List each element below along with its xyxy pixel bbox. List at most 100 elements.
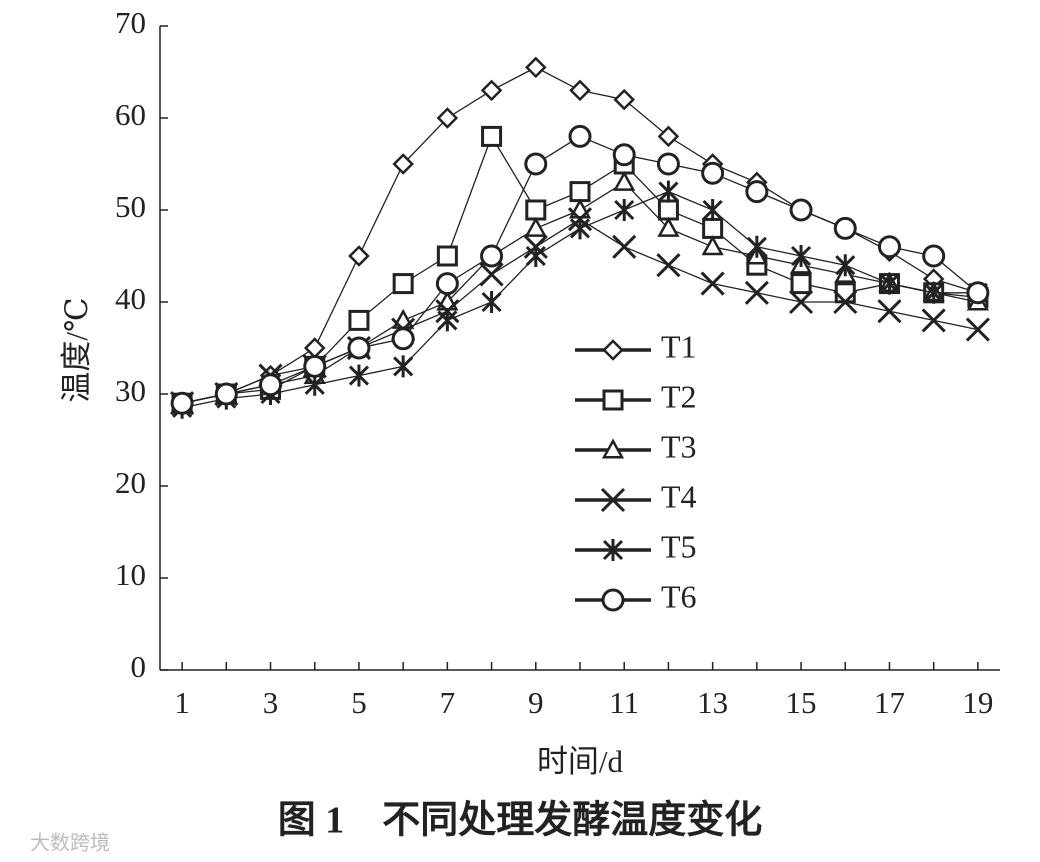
point: [612, 234, 637, 259]
point: [480, 244, 504, 268]
x-tick-label: 3: [263, 685, 279, 720]
point: [835, 254, 856, 277]
legend-label: T2: [661, 378, 697, 414]
legend-marker-stroke: [602, 539, 624, 561]
point: [348, 364, 370, 387]
legend-label: T4: [661, 478, 697, 514]
point: [833, 289, 858, 315]
point: [569, 217, 591, 240]
point: [348, 309, 370, 331]
point: [702, 199, 723, 221]
legend-label: T3: [661, 428, 697, 464]
x-tick-label: 17: [874, 685, 905, 720]
legend-marker: [601, 588, 625, 612]
point: [700, 271, 725, 296]
point: [744, 280, 769, 305]
point: [524, 216, 547, 237]
point: [569, 79, 591, 102]
point-stroke: [348, 364, 370, 387]
point: [481, 125, 503, 147]
point: [656, 152, 680, 176]
y-tick-label: 30: [115, 373, 146, 408]
point: [658, 180, 679, 203]
point-stroke: [788, 289, 814, 315]
point-stroke: [525, 245, 546, 267]
legend-label: T1: [661, 328, 697, 364]
point: [701, 235, 724, 256]
point: [877, 235, 901, 259]
point-stroke: [923, 281, 944, 304]
y-tick-label: 70: [115, 5, 146, 40]
point: [966, 281, 990, 305]
legend-label: T5: [661, 528, 697, 564]
legend-marker: [602, 389, 624, 411]
legend-marker: [602, 539, 624, 561]
legend-marker: [600, 487, 626, 513]
point: [479, 262, 504, 287]
point-stroke: [658, 180, 679, 203]
point: [745, 180, 769, 204]
point-stroke: [702, 199, 723, 221]
point: [525, 199, 547, 221]
point-stroke: [833, 289, 858, 315]
series-line: [181, 218, 979, 404]
point: [921, 308, 946, 333]
point: [437, 309, 458, 332]
point: [657, 125, 680, 148]
point: [657, 216, 680, 237]
point-stroke: [879, 272, 900, 295]
legend-marker-stroke: [600, 487, 626, 513]
x-tick-label: 13: [697, 685, 728, 720]
point-stroke: [569, 217, 591, 240]
x-tick-label: 5: [351, 685, 367, 720]
point: [614, 199, 635, 221]
point: [790, 273, 812, 295]
point-stroke: [614, 199, 635, 221]
point: [347, 336, 371, 360]
point: [525, 56, 547, 79]
point: [348, 245, 370, 267]
point: [568, 124, 592, 148]
point: [879, 272, 900, 295]
point-stroke: [744, 280, 769, 305]
point: [788, 289, 814, 315]
point: [965, 317, 990, 342]
y-tick-label: 60: [115, 97, 146, 132]
x-axis-label: 时间/d: [537, 744, 624, 779]
point-stroke: [700, 271, 725, 296]
point: [214, 382, 238, 406]
point: [701, 161, 725, 185]
point: [613, 88, 635, 111]
legend-marker: [602, 339, 624, 361]
point: [480, 79, 503, 102]
y-tick-label: 40: [115, 281, 146, 316]
point: [656, 253, 681, 278]
point-stroke: [437, 309, 458, 332]
point-stroke: [877, 299, 902, 324]
y-tick-label: 10: [115, 557, 146, 592]
point: [923, 281, 944, 304]
y-tick-label: 0: [131, 649, 147, 684]
watermark: 大数跨境: [30, 832, 110, 855]
x-tick-label: 15: [786, 685, 817, 720]
point: [702, 217, 724, 239]
point-stroke: [965, 317, 990, 342]
point-stroke: [835, 254, 856, 277]
point: [436, 107, 459, 129]
point-stroke: [481, 291, 502, 313]
x-tick-label: 1: [174, 685, 190, 720]
point: [612, 143, 636, 167]
point-stroke: [790, 245, 812, 267]
y-tick-label: 20: [115, 465, 146, 500]
point: [569, 181, 591, 203]
caption: 图 1 不同处理发酵温度变化: [278, 800, 763, 842]
point: [833, 216, 857, 240]
x-tick-label: 9: [528, 685, 544, 720]
point-stroke: [479, 262, 504, 287]
point: [922, 244, 946, 268]
series-line: [181, 135, 979, 404]
point: [877, 299, 902, 324]
point: [393, 355, 414, 378]
point-stroke: [921, 308, 946, 333]
